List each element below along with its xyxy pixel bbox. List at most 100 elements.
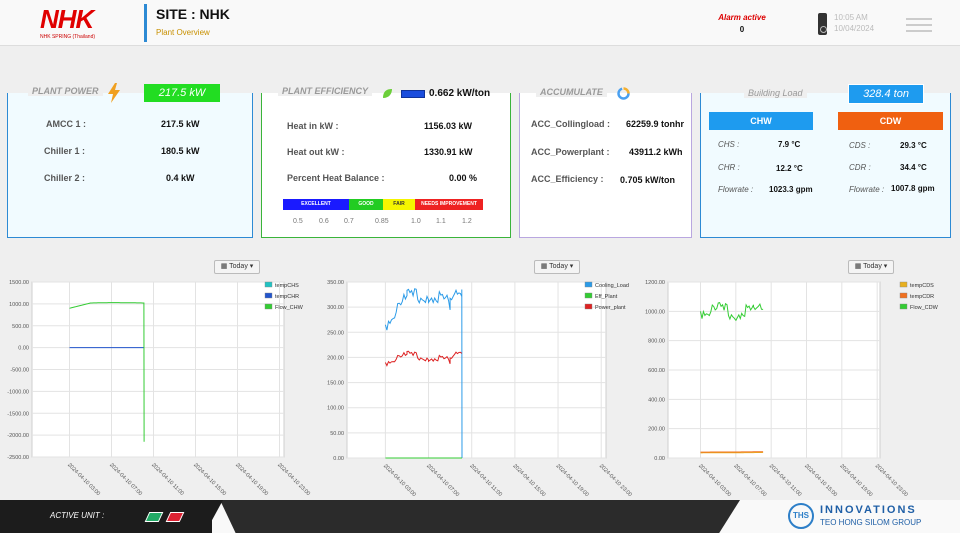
cdw-row-label: CDS : (849, 141, 871, 150)
page-title: SITE : NHK (156, 6, 230, 22)
legend-label[interactable]: tempCDS (910, 283, 934, 289)
x-tick-label: 2024-04-10 11:00 (150, 462, 185, 497)
efficiency-row-label: Heat out kW : (287, 147, 345, 157)
y-tick-label: 50.00 (330, 431, 344, 437)
chart3-today-button[interactable]: ▦ Today ▾ (848, 260, 894, 274)
x-tick-label: 2024-04-10 03:00 (66, 462, 101, 497)
y-tick-label: -2000.00 (7, 433, 29, 439)
cdw-row-label: Flowrate : (849, 185, 885, 194)
alarm-label: Alarm active (718, 13, 766, 22)
power-row-label: Chiller 1 : (44, 146, 86, 156)
y-tick-label: 150.00 (327, 381, 344, 387)
accumulate-row-value: 43911.2 kWh (629, 147, 683, 157)
y-tick-label: 400.00 (648, 397, 665, 403)
chart2-today-button[interactable]: ▦ Today ▾ (534, 260, 580, 274)
scale-tick: 0.5 (293, 218, 303, 225)
header: NHK NHK SPRING (Thailand) SITE : NHK Pla… (0, 0, 960, 46)
cdw-row-label: CDR : (849, 163, 871, 172)
legend-label[interactable]: Flow_CDW (910, 305, 939, 311)
y-tick-label: 0.00 (18, 346, 29, 352)
series-line-power_plant (384, 350, 463, 367)
y-tick-label: 350.00 (327, 280, 344, 286)
scale-tick: 0.7 (344, 218, 354, 225)
legend-label[interactable]: tempCHS (275, 283, 299, 289)
legend-label[interactable]: Cooling_Load (595, 283, 629, 289)
page-subtitle: Plant Overview (156, 28, 210, 37)
x-tick-label: 2024-04-10 23:00 (276, 462, 311, 497)
scale-tick: 1.1 (436, 218, 446, 225)
legend-swatch (584, 303, 593, 310)
y-tick-label: 600.00 (648, 368, 665, 374)
leaf-icon (382, 86, 393, 98)
chw-row-label: CHS : (718, 140, 740, 149)
plant-efficiency-title: PLANT EFFICIENCY (278, 86, 373, 96)
chart-cooling-load: 350.00 300.00 250.00 200.00 150.00 100.00 50.0… (327, 280, 633, 498)
power-row-label: Chiller 2 : (44, 173, 86, 183)
y-tick-label: -1000.00 (7, 389, 29, 395)
logo-subtext: NHK SPRING (Thailand) (40, 34, 96, 40)
cdw-row-value: 34.4 °C (900, 163, 927, 172)
y-tick-label: 1000.00 (9, 302, 29, 308)
hamburger-menu-icon[interactable] (906, 18, 932, 36)
efficiency-row-value: 0.00 % (449, 173, 478, 183)
y-tick-label: 1500.00 (9, 280, 29, 286)
efficiency-scale: EXCELLENT GOOD FAIR NEEDS IMPROVEMENT (283, 199, 483, 210)
today-label: Today (863, 263, 882, 270)
legend-label[interactable]: tempCDR (910, 294, 934, 300)
legend-label[interactable]: Power_plant (595, 305, 626, 311)
y-tick-label: 800.00 (648, 339, 665, 345)
plant-power-title: PLANT POWER (28, 86, 103, 96)
legend-label[interactable]: Flow_CHW (275, 305, 304, 311)
series-line-flow_cdw (700, 301, 764, 321)
accumulate-row-label: ACC_Powerplant : (531, 147, 610, 157)
accumulate-row-value: 0.705 kW/ton (620, 175, 676, 185)
plot-area (346, 281, 607, 459)
x-tick-label: 2024-04-10 03:00 (382, 463, 417, 498)
y-tick-label: 1200.00 (645, 280, 665, 286)
cdw-header: CDW (838, 112, 943, 130)
alarm-indicator[interactable]: Alarm active 0 (700, 13, 784, 34)
clock-date: 10/04/2024 (834, 24, 875, 33)
legend-swatch (584, 292, 593, 299)
x-tick-label: 2024-04-10 07:00 (732, 463, 767, 498)
chw-row-value: 12.2 °C (776, 164, 803, 173)
lightning-icon (108, 83, 120, 103)
plant-power-panel (7, 93, 253, 238)
x-tick-label: 2024-04-10 15:00 (511, 463, 546, 498)
y-tick-label: -2500.00 (7, 455, 29, 461)
x-tick-label: 2024-04-10 23:00 (598, 463, 633, 498)
power-row-value: 180.5 kW (161, 146, 200, 156)
today-label: Today (549, 263, 568, 270)
x-tick-label: 2024-04-10 19:00 (234, 462, 269, 497)
scale-good: GOOD (349, 199, 383, 210)
plant-efficiency-panel (261, 93, 511, 238)
brand-name: INNOVATIONS (820, 504, 917, 516)
x-tick-label: 2024-04-10 03:00 (697, 463, 732, 498)
efficiency-row-value: 1156.03 kW (424, 121, 473, 131)
legend-swatch (584, 281, 593, 288)
cdw-row-value: 1007.8 gpm (891, 184, 935, 193)
footer-band (220, 500, 740, 533)
chw-row-label: Flowrate : (718, 185, 754, 194)
alarm-count: 0 (739, 25, 745, 34)
chw-row-label: CHR : (718, 163, 740, 172)
efficiency-row-value: 1330.91 kW (424, 147, 473, 157)
plant-power-badge: 217.5 kW (144, 84, 220, 102)
legend-label[interactable]: Eff_Plant (595, 294, 618, 300)
calendar-icon: ▦ (854, 263, 864, 270)
y-tick-label: 100.00 (327, 406, 344, 412)
power-row-value: 217.5 kW (161, 119, 200, 129)
y-tick-label: -500.00 (10, 368, 29, 374)
series-line-cooling_load (384, 288, 463, 459)
y-tick-label: 0.00 (654, 456, 665, 462)
chart1-today-button[interactable]: ▦ Today ▾ (214, 260, 260, 274)
brand-subtitle: TEO HONG SILOM GROUP (820, 518, 922, 527)
legend-label[interactable]: tempCHR (275, 294, 299, 300)
series-line-flow_chw (69, 302, 145, 442)
x-tick-label: 2024-04-10 15:00 (803, 463, 838, 498)
legend-swatch (899, 303, 908, 310)
scale-excellent: EXCELLENT (283, 199, 349, 210)
accumulate-panel (519, 93, 692, 238)
clock-time: 10:05 AM (834, 13, 868, 22)
chw-row-value: 1023.3 gpm (769, 185, 813, 194)
